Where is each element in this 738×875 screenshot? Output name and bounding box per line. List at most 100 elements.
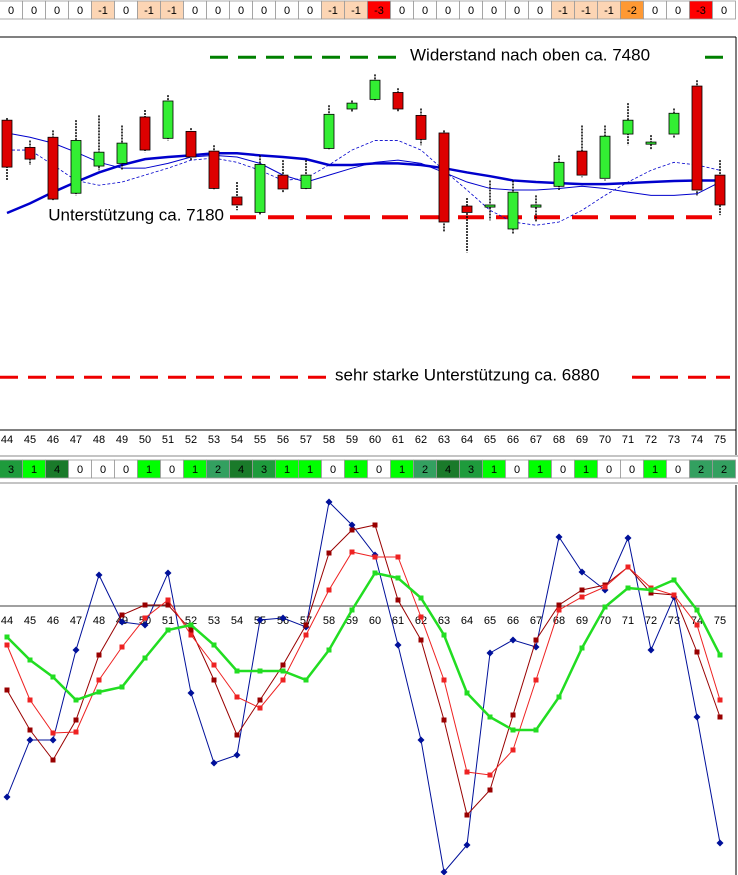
point-marker xyxy=(210,759,218,767)
point-marker xyxy=(625,564,631,570)
x-tick-label: 59 xyxy=(346,434,358,446)
point-marker xyxy=(487,772,493,778)
signal-value: 0 xyxy=(675,464,681,476)
candle-body xyxy=(668,112,680,135)
candle-body xyxy=(599,135,611,179)
point-marker xyxy=(257,705,263,711)
point-marker xyxy=(96,652,102,658)
point-marker xyxy=(486,649,494,657)
point-marker xyxy=(694,607,700,613)
signal-value: -3 xyxy=(374,5,384,17)
candle-body xyxy=(622,119,634,135)
point-marker xyxy=(395,575,401,581)
signal-value: 0 xyxy=(77,464,83,476)
candle-body xyxy=(461,205,473,213)
signal-value: 0 xyxy=(77,5,83,17)
candle-body xyxy=(70,140,82,194)
point-marker xyxy=(602,584,608,590)
candle-body xyxy=(300,174,312,189)
point-marker xyxy=(556,602,562,608)
x-tick-label: 45 xyxy=(24,434,36,446)
x-tick-label: 69 xyxy=(576,615,588,627)
point-marker xyxy=(27,657,33,663)
signal-value: 0 xyxy=(399,5,405,17)
x-tick-label: 48 xyxy=(93,615,105,627)
signal-value: 2 xyxy=(215,464,221,476)
x-tick-label: 67 xyxy=(530,434,542,446)
x-tick-label: 63 xyxy=(438,615,450,627)
point-marker xyxy=(463,841,471,849)
point-marker xyxy=(510,747,516,753)
signal-value: 0 xyxy=(652,5,658,17)
signal-value: 0 xyxy=(284,5,290,17)
point-marker xyxy=(119,684,125,690)
candle-body xyxy=(438,132,450,223)
x-tick-label: 71 xyxy=(622,434,634,446)
x-tick-label: 52 xyxy=(185,434,197,446)
point-marker xyxy=(303,632,309,638)
point-marker xyxy=(579,645,585,651)
point-marker xyxy=(716,839,724,847)
point-marker xyxy=(372,554,378,560)
point-marker xyxy=(119,612,125,618)
point-marker xyxy=(234,694,240,700)
signal-value: -1 xyxy=(328,5,338,17)
signal-value: 0 xyxy=(422,5,428,17)
signal-value: 1 xyxy=(31,464,37,476)
point-marker xyxy=(73,717,79,723)
x-tick-label: 74 xyxy=(691,434,703,446)
x-tick-label: 72 xyxy=(645,615,657,627)
candle-body xyxy=(24,146,36,160)
candle-body xyxy=(116,142,128,164)
level-label: Unterstützung ca. 7180 xyxy=(48,206,224,225)
oscillator-line xyxy=(6,551,721,776)
signal-value: 2 xyxy=(721,464,727,476)
point-marker xyxy=(487,714,493,720)
signal-cell xyxy=(712,459,736,479)
candle-body xyxy=(369,79,381,100)
x-tick-label: 64 xyxy=(461,434,473,446)
point-marker xyxy=(509,636,517,644)
candle-body xyxy=(346,102,358,110)
point-marker xyxy=(280,662,286,668)
signal-value: 0 xyxy=(675,5,681,17)
point-marker xyxy=(717,652,723,658)
point-marker xyxy=(187,689,195,697)
x-tick-label: 63 xyxy=(438,434,450,446)
x-tick-label: 57 xyxy=(300,615,312,627)
point-marker xyxy=(257,697,263,703)
point-marker xyxy=(326,550,332,556)
signal-value: 0 xyxy=(514,5,520,17)
candle-body xyxy=(530,204,542,208)
point-marker xyxy=(50,730,56,736)
point-marker xyxy=(141,621,149,629)
moving-average xyxy=(6,151,720,215)
signal-value: -1 xyxy=(581,5,591,17)
signal-value: 4 xyxy=(238,464,244,476)
point-marker xyxy=(211,642,217,648)
candle-body xyxy=(645,141,657,145)
x-tick-label: 56 xyxy=(277,434,289,446)
point-marker xyxy=(325,498,333,506)
x-tick-label: 66 xyxy=(507,615,519,627)
point-marker xyxy=(579,594,585,600)
x-tick-label: 62 xyxy=(415,615,427,627)
candle-body xyxy=(691,85,703,191)
point-marker xyxy=(234,668,240,674)
point-marker xyxy=(694,622,700,628)
point-marker xyxy=(234,732,240,738)
candle-body xyxy=(277,174,289,190)
signal-value: 1 xyxy=(652,464,658,476)
signal-value: 0 xyxy=(100,464,106,476)
signal-value: 3 xyxy=(8,464,14,476)
x-tick-label: 44 xyxy=(1,615,13,627)
level-label: Widerstand nach oben ca. 7480 xyxy=(410,46,650,65)
point-marker xyxy=(118,618,126,626)
signal-value: -1 xyxy=(167,5,177,17)
signal-value: 1 xyxy=(583,464,589,476)
oscillator-line xyxy=(6,571,722,732)
moving-average xyxy=(7,140,721,226)
point-marker xyxy=(441,677,447,683)
x-tick-label: 57 xyxy=(300,434,312,446)
signal-value: 0 xyxy=(215,5,221,17)
